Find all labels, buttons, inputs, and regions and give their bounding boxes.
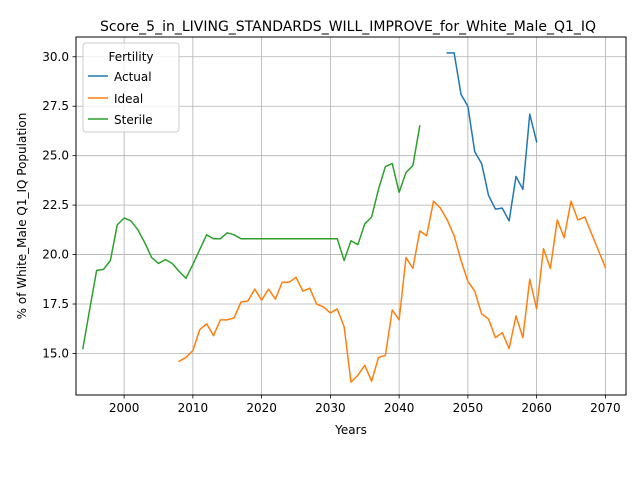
grid (76, 37, 626, 395)
x-tick-label: 2050 (453, 401, 484, 415)
x-axis: 2000 2010 2020 2030 2040 2050 2060 2070 (109, 395, 621, 415)
x-tick-label: 2060 (521, 401, 552, 415)
y-tick-label: 15.0 (42, 346, 69, 360)
y-axis: 15.0 17.5 20.0 22.5 25.0 27.5 30.0 (42, 50, 76, 360)
y-tick-label: 22.5 (42, 198, 69, 212)
plot-frame (75, 36, 627, 396)
y-tick-label: 25.0 (42, 149, 69, 163)
x-tick-label: 2000 (109, 401, 140, 415)
legend-box (82, 42, 180, 133)
y-axis-label: % of White_Male Q1_IQ Population (15, 113, 29, 320)
y-tick-label: 27.5 (42, 99, 69, 113)
legend-label-sterile: Sterile (114, 113, 153, 127)
legend-label-ideal: Ideal (114, 92, 143, 106)
y-tick-label: 30.0 (42, 50, 69, 64)
x-tick-label: 2030 (315, 401, 346, 415)
x-tick-label: 2070 (590, 401, 621, 415)
chart-title: Score_5_in_LIVING_STANDARDS_WILL_IMPROVE… (100, 19, 596, 35)
x-tick-label: 2020 (246, 401, 277, 415)
x-tick-label: 2040 (384, 401, 415, 415)
x-tick-label: 2010 (178, 401, 209, 415)
legend: Fertility Actual Ideal Sterile (82, 42, 180, 133)
legend-label-actual: Actual (114, 70, 152, 84)
y-tick-label: 20.0 (42, 248, 69, 262)
series-line-actual (446, 52, 538, 222)
x-axis-label: Years (334, 423, 367, 437)
series-line-sterile (82, 125, 421, 350)
legend-title: Fertility (108, 50, 153, 64)
series-line-ideal (178, 200, 607, 383)
y-tick-label: 17.5 (42, 297, 69, 311)
series-group (82, 52, 607, 383)
